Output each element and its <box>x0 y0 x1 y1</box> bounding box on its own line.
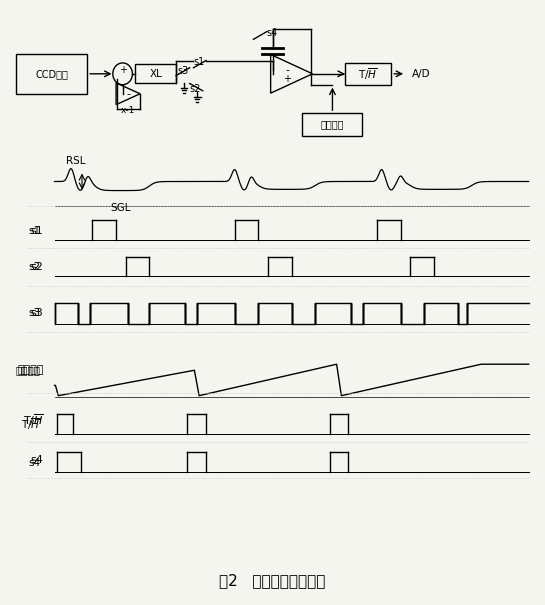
Text: -: - <box>285 65 289 75</box>
Text: +: + <box>283 74 291 83</box>
Bar <box>135 64 176 83</box>
Text: s4: s4 <box>267 28 278 38</box>
Text: XL: XL <box>149 69 162 79</box>
Text: A/D: A/D <box>411 69 430 79</box>
Text: RSL: RSL <box>66 156 86 166</box>
Text: x-1: x-1 <box>121 106 135 115</box>
Text: 图2   相关双采样示意图: 图2 相关双采样示意图 <box>219 574 326 588</box>
Text: s3: s3 <box>31 309 44 318</box>
Text: CCD信号: CCD信号 <box>35 70 68 79</box>
Text: s4: s4 <box>31 455 44 465</box>
Bar <box>16 54 87 94</box>
Text: T/$\overline{H}$: T/$\overline{H}$ <box>21 417 41 433</box>
Text: s2: s2 <box>190 84 201 94</box>
Text: SGL: SGL <box>111 203 131 213</box>
Text: s1: s1 <box>29 226 41 236</box>
Text: s2: s2 <box>29 263 41 272</box>
Text: 积分输出: 积分输出 <box>16 365 41 375</box>
Text: T/$\overline{H}$: T/$\overline{H}$ <box>23 413 44 428</box>
Text: s3: s3 <box>29 309 41 318</box>
Bar <box>345 63 391 85</box>
Text: +: + <box>119 65 126 75</box>
Text: 积分输出: 积分输出 <box>320 120 344 129</box>
Text: T/$\overline{H}$: T/$\overline{H}$ <box>358 66 378 82</box>
Text: s1: s1 <box>31 226 44 236</box>
Text: -: - <box>126 89 130 99</box>
Text: s4: s4 <box>29 458 41 468</box>
Text: s3: s3 <box>177 67 188 76</box>
Text: 积分输出: 积分输出 <box>17 365 44 375</box>
Text: s1: s1 <box>193 57 204 67</box>
Bar <box>302 113 362 136</box>
Text: s2: s2 <box>31 263 44 272</box>
